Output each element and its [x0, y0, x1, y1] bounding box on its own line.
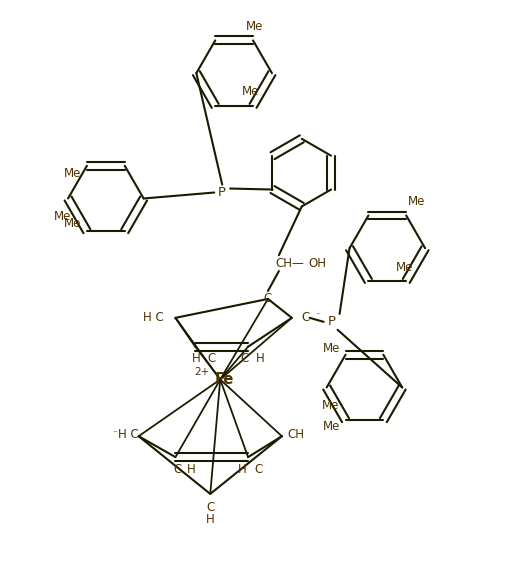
- Text: H: H: [192, 352, 201, 365]
- Text: H C: H C: [143, 312, 164, 324]
- Text: P: P: [328, 315, 336, 328]
- Text: Me: Me: [322, 399, 339, 412]
- Text: Me: Me: [323, 342, 340, 355]
- Text: C: C: [240, 352, 248, 365]
- Text: Me: Me: [395, 261, 413, 273]
- Text: 2+: 2+: [195, 366, 210, 377]
- Text: Me: Me: [64, 217, 82, 230]
- Text: H C: H C: [118, 428, 139, 441]
- Text: Me: Me: [54, 210, 72, 223]
- Text: C: C: [264, 293, 272, 305]
- Text: Me: Me: [323, 419, 340, 433]
- Text: C: C: [207, 352, 215, 365]
- Text: Me: Me: [64, 167, 82, 180]
- Text: Me: Me: [242, 85, 260, 99]
- Text: C: C: [302, 312, 310, 324]
- Text: CH: CH: [275, 257, 292, 269]
- Text: Fe: Fe: [215, 372, 234, 387]
- Text: H: H: [238, 463, 246, 475]
- Text: H: H: [206, 514, 215, 526]
- Text: C: C: [173, 463, 182, 475]
- Text: H: H: [187, 463, 196, 475]
- Text: Me: Me: [407, 195, 425, 208]
- Text: OH: OH: [309, 257, 327, 269]
- Text: —: —: [291, 257, 303, 269]
- Text: ⁻: ⁻: [113, 430, 117, 439]
- Text: C: C: [254, 463, 262, 475]
- Text: ⁻: ⁻: [315, 312, 320, 320]
- Text: C: C: [206, 501, 215, 514]
- Text: CH: CH: [287, 428, 304, 441]
- Text: P: P: [218, 186, 226, 199]
- Text: Me: Me: [246, 20, 264, 33]
- Text: H: H: [256, 352, 264, 365]
